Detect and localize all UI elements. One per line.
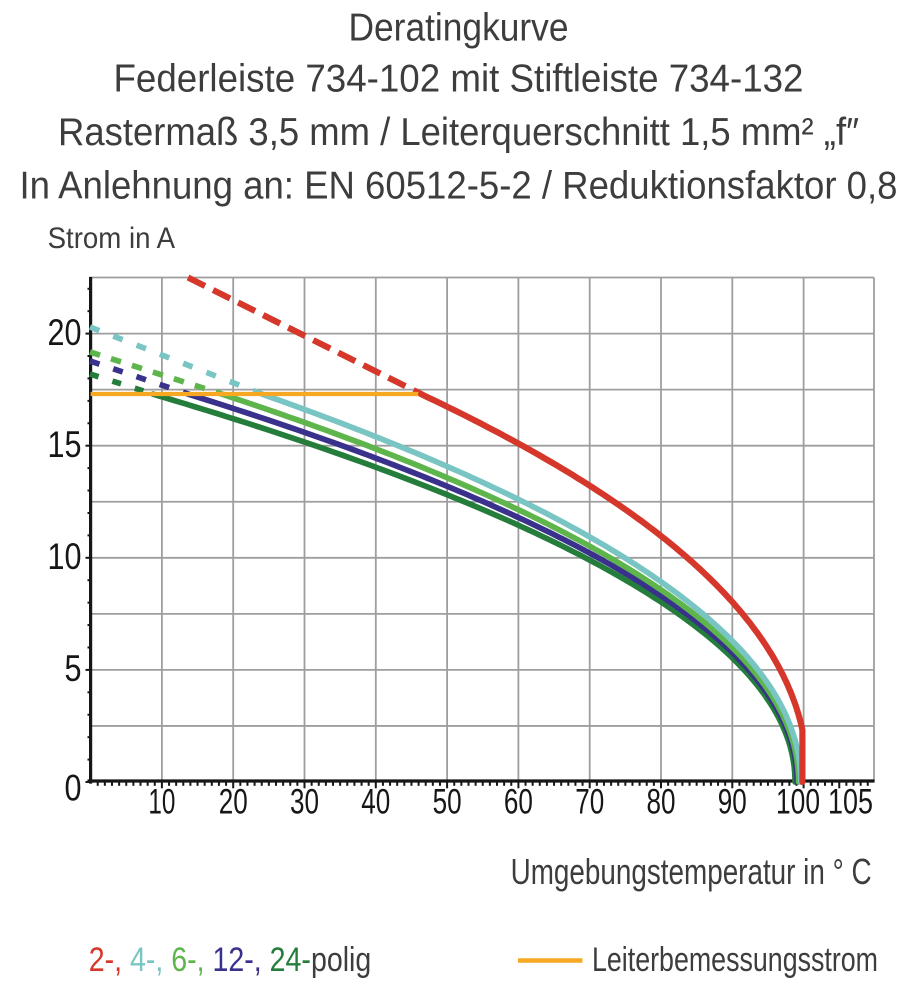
svg-text:105: 105 xyxy=(828,782,873,821)
svg-text:Deratingkurve: Deratingkurve xyxy=(349,6,569,49)
svg-text:20: 20 xyxy=(48,312,82,353)
svg-text:Rastermaß 3,5 mm / Leiterquers: Rastermaß 3,5 mm / Leiterquerschnitt 1,5… xyxy=(58,111,859,154)
svg-text:50: 50 xyxy=(433,782,462,821)
svg-text:Strom in A: Strom in A xyxy=(48,222,176,255)
svg-text:In Anlehnung an: EN 60512-5-2: In Anlehnung an: EN 60512-5-2 / Reduktio… xyxy=(20,165,898,208)
svg-text:30: 30 xyxy=(290,782,319,821)
svg-text:100: 100 xyxy=(776,782,820,821)
svg-text:2-, 4-, 6-, 12-, 24-polig: 2-, 4-, 6-, 12-, 24-polig xyxy=(89,941,372,979)
svg-text:Umgebungstemperatur in ° C: Umgebungstemperatur in ° C xyxy=(511,851,872,892)
svg-text:70: 70 xyxy=(575,782,604,821)
svg-text:10: 10 xyxy=(148,782,175,821)
svg-text:Federleiste 734-102 mit Stiftl: Federleiste 734-102 mit Stiftleiste 734-… xyxy=(114,58,804,101)
svg-text:Leiterbemessungsstrom: Leiterbemessungsstrom xyxy=(592,941,878,979)
svg-text:40: 40 xyxy=(361,782,390,821)
svg-text:90: 90 xyxy=(718,782,747,821)
svg-text:5: 5 xyxy=(65,648,82,689)
svg-text:15: 15 xyxy=(48,424,82,465)
svg-text:60: 60 xyxy=(504,782,533,821)
svg-text:80: 80 xyxy=(647,782,676,821)
svg-text:10: 10 xyxy=(48,536,82,577)
svg-text:20: 20 xyxy=(219,782,248,821)
svg-text:0: 0 xyxy=(65,767,82,808)
